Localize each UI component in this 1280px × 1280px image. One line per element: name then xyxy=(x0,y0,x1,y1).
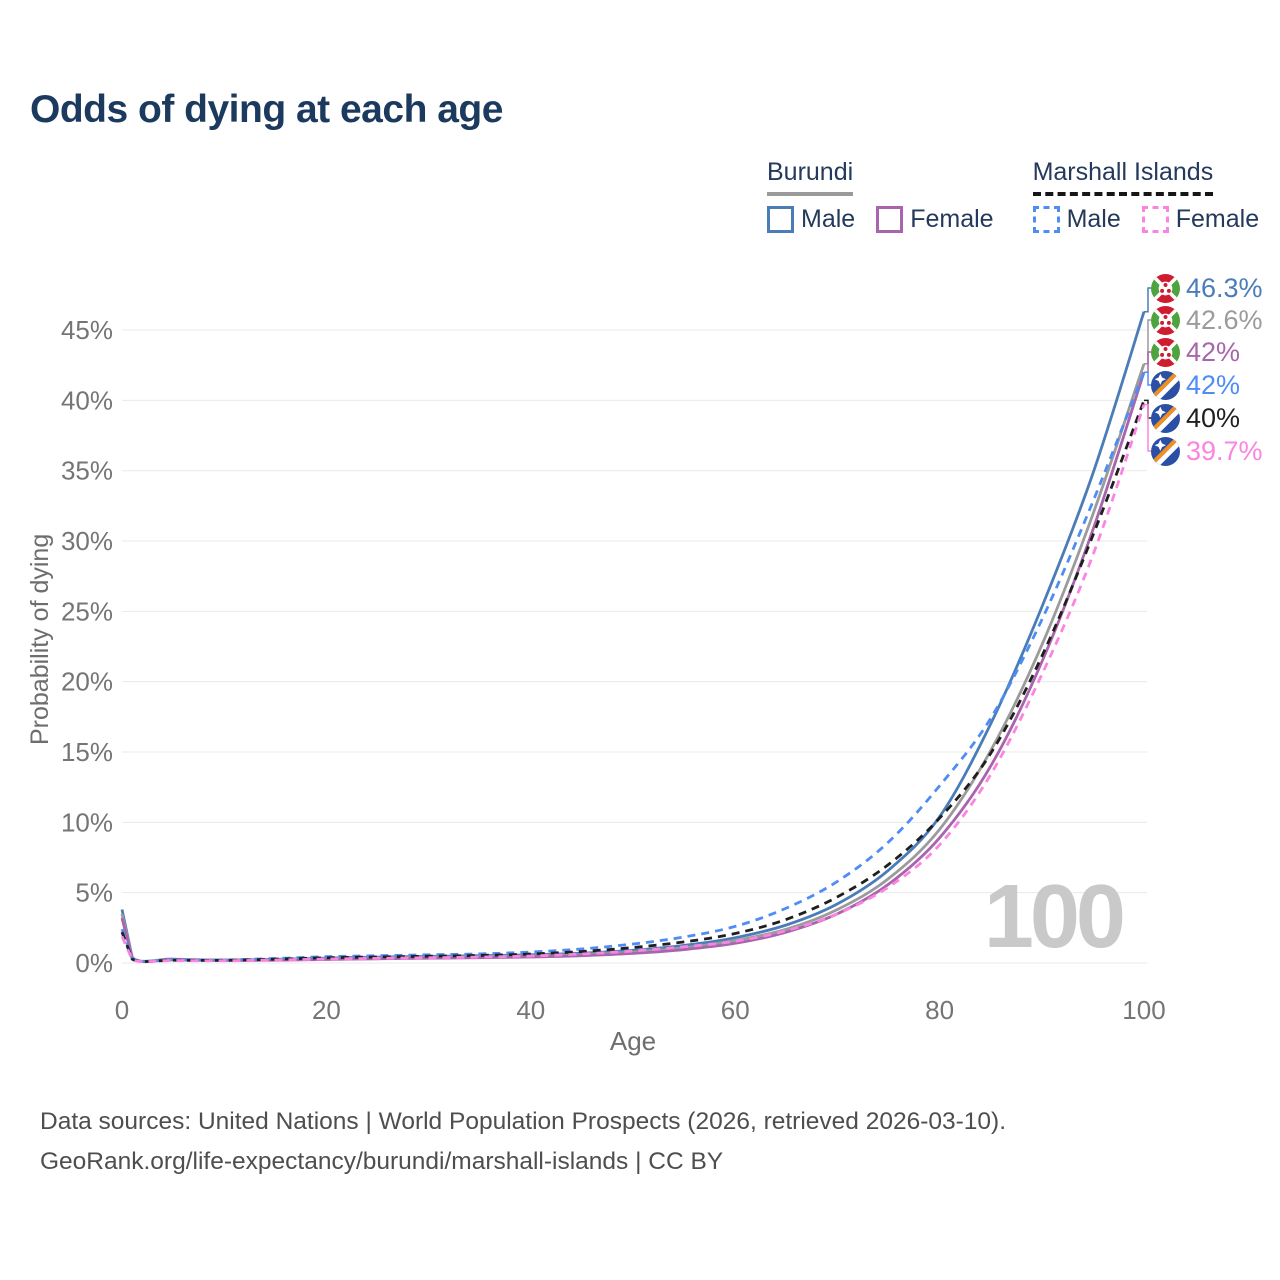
label-connector-marshall-islands-female xyxy=(1144,403,1152,452)
y-tick-label: 35% xyxy=(61,456,113,486)
page-title: Odds of dying at each age xyxy=(30,88,503,131)
legend-item-label: Female xyxy=(1175,205,1260,233)
end-label-value: 42% xyxy=(1186,369,1241,400)
marshall-islands-female-swatch-icon xyxy=(1141,206,1169,233)
burundi-flag-icon xyxy=(1151,337,1180,367)
label-connector-marshall-islands-male xyxy=(1144,371,1152,386)
data-sources-text: Data sources: United Nations | World Pop… xyxy=(40,1108,1007,1135)
end-label-marshall-islands-both: 40% xyxy=(1151,403,1240,433)
burundi-female-swatch-icon xyxy=(876,206,904,233)
legend-group-title-marshall-islands: Marshall Islands xyxy=(1032,158,1214,196)
legend-group-title-burundi: Burundi xyxy=(767,158,854,196)
legend-item-marshall-islands-female[interactable]: Female xyxy=(1141,205,1260,234)
y-tick-label: 40% xyxy=(61,385,113,415)
marshall-islands-flag-icon xyxy=(1151,403,1180,433)
legend-item-marshall-islands-male[interactable]: Male xyxy=(1032,205,1121,234)
legend-item-burundi-male[interactable]: Male xyxy=(767,205,855,234)
y-tick-label: 0% xyxy=(75,948,113,978)
end-label-burundi-male: 46.3% xyxy=(1151,273,1263,303)
marshall-islands-flag-icon xyxy=(1151,370,1180,400)
x-axis-title: Age xyxy=(609,1026,657,1056)
x-tick-label: 20 xyxy=(312,995,341,1025)
y-tick-label: 45% xyxy=(61,315,113,345)
y-axis-title: Probability of dying xyxy=(26,533,54,745)
x-tick-label: 60 xyxy=(721,995,750,1025)
marshall-islands-male-swatch-icon xyxy=(1032,206,1060,233)
series-line-marshall-islands-both xyxy=(120,399,1146,963)
y-tick-label: 25% xyxy=(61,596,113,626)
legend-item-label: Male xyxy=(801,205,856,233)
legend: Burundi Male Female Marshall Islands Mal… xyxy=(767,158,1259,234)
legend-item-label: Female xyxy=(910,205,994,233)
legend-group-burundi: Burundi Male Female xyxy=(767,158,994,234)
legend-item-label: Male xyxy=(1066,205,1121,233)
end-label-marshall-islands-male: 42% xyxy=(1151,370,1240,400)
y-tick-label: 5% xyxy=(75,878,113,908)
y-tick-label: 10% xyxy=(61,807,113,837)
label-connector-burundi-both xyxy=(1144,319,1152,365)
end-label-marshall-islands-female: 39.7% xyxy=(1151,436,1263,466)
footer: Data sources: United Nations | World Pop… xyxy=(40,1102,1006,1182)
end-label-value: 39.7% xyxy=(1186,435,1263,466)
burundi-flag-icon xyxy=(1151,273,1180,303)
end-label-value: 42% xyxy=(1186,336,1241,367)
label-connector-burundi-male xyxy=(1144,287,1152,313)
legend-items-marshall-islands: Male Female xyxy=(1032,205,1260,234)
attribution-text: GeoRank.org/life-expectancy/burundi/mars… xyxy=(40,1148,724,1175)
y-tick-label: 30% xyxy=(61,526,113,556)
burundi-male-swatch-icon xyxy=(767,206,794,233)
series-line-marshall-islands-female xyxy=(120,404,1146,964)
end-label-value: 42.6% xyxy=(1186,304,1263,335)
end-label-value: 46.3% xyxy=(1186,272,1263,303)
age-watermark: 100 xyxy=(983,867,1126,967)
end-label-value: 40% xyxy=(1186,402,1241,433)
end-label-burundi-both: 42.6% xyxy=(1151,305,1263,335)
x-tick-label: 0 xyxy=(115,995,129,1025)
x-tick-label: 80 xyxy=(925,995,954,1025)
end-label-burundi-female: 42% xyxy=(1151,337,1240,367)
series-line-burundi-male xyxy=(120,311,1146,963)
legend-group-marshall-islands: Marshall Islands Male Female xyxy=(1032,158,1260,234)
x-tick-label: 100 xyxy=(1122,995,1165,1025)
y-tick-label: 20% xyxy=(61,667,113,697)
y-tick-label: 15% xyxy=(61,737,113,767)
x-tick-label: 40 xyxy=(516,995,545,1025)
legend-item-burundi-female[interactable]: Female xyxy=(876,205,994,234)
burundi-flag-icon xyxy=(1151,305,1180,335)
legend-items-burundi: Male Female xyxy=(767,205,994,234)
marshall-islands-flag-icon xyxy=(1151,436,1180,466)
